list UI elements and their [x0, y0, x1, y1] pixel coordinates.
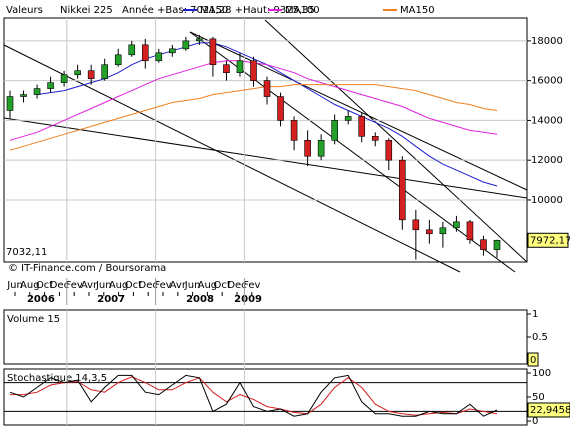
- candle-body: [250, 60, 257, 81]
- x-tick-label: Dec: [139, 280, 158, 291]
- y-tick-label: 0.5: [532, 332, 548, 343]
- candle-body: [33, 88, 41, 95]
- candle-body: [223, 64, 230, 73]
- candle-body: [60, 74, 68, 83]
- candle-body: [169, 48, 176, 54]
- last-close-box: [527, 232, 569, 248]
- stochastic-title: Stochastique 14,3,5: [7, 373, 107, 384]
- candle-body: [290, 120, 298, 141]
- y-tick-label: 50: [532, 392, 545, 403]
- candle-body: [182, 40, 190, 50]
- stochastic-last-box: [527, 402, 570, 418]
- trend-line: [189, 31, 528, 191]
- y-tick-label: 16000: [531, 76, 563, 87]
- candle-body: [412, 219, 420, 231]
- year-label: 2008: [186, 294, 214, 305]
- stochastic-d: [10, 376, 498, 416]
- volume-last-box: [527, 352, 539, 367]
- x-tick-label: Fev: [243, 280, 260, 291]
- y-tick-label: 18000: [531, 36, 563, 47]
- candle-body: [358, 116, 366, 137]
- candle-body: [47, 82, 54, 89]
- x-tick-label: Fev: [66, 280, 83, 291]
- year-label: 2006: [27, 294, 55, 305]
- trend-line: [264, 19, 528, 263]
- y-tick-label: 100: [532, 368, 551, 379]
- candle-body: [453, 221, 460, 229]
- volume-panel: [3, 309, 528, 365]
- candle-body: [155, 52, 163, 62]
- trend-lines: [3, 19, 528, 273]
- header-name: Nikkei 225: [60, 5, 113, 16]
- candle-body: [74, 70, 81, 75]
- legend-label: MA150: [400, 5, 435, 16]
- header-label: Valeurs: [6, 5, 43, 16]
- candle-body: [196, 38, 203, 42]
- candle-body: [128, 44, 136, 56]
- candle-body: [209, 38, 217, 66]
- x-tick-label: Aug: [109, 280, 129, 291]
- volume-last-label: 0: [530, 355, 536, 366]
- candle-body: [20, 94, 27, 97]
- x-tick-label: Dec: [227, 280, 246, 291]
- price-panel: [3, 17, 528, 263]
- x-tick-label: Dec: [50, 280, 69, 291]
- x-tick-label: Jun: [95, 280, 112, 291]
- x-tick-label: Oct: [214, 280, 231, 291]
- candle-body: [87, 70, 95, 79]
- x-tick-label: Jun: [184, 280, 201, 291]
- y-tick-label: 12000: [531, 155, 563, 166]
- candle-body: [263, 80, 271, 97]
- volume-title: Volume 15: [7, 314, 60, 325]
- legend-label: MA100: [285, 5, 320, 16]
- x-tick-label: Aug: [20, 280, 40, 291]
- low-label: 7032,11: [6, 247, 47, 258]
- candle-body: [439, 227, 447, 235]
- y-tick-label: 1: [532, 309, 538, 320]
- header-range: Année +Bas: 7021,28 +Haut: 9325,35: [122, 4, 315, 16]
- candle-body: [317, 139, 325, 157]
- ma-line: [9, 84, 498, 151]
- candle-body: [114, 54, 122, 66]
- last-close-label: 7972,17: [530, 235, 570, 246]
- candle-body: [385, 139, 393, 161]
- candle-body: [493, 239, 501, 250]
- candle-body: [344, 116, 352, 121]
- trend-line: [3, 44, 461, 273]
- candle-body: [277, 96, 284, 121]
- candle-body: [304, 139, 311, 157]
- x-tick-label: Aug: [198, 280, 218, 291]
- legend-label: MA50: [200, 5, 228, 16]
- y-tick-label: 0: [532, 416, 538, 427]
- y-tick-label: 10000: [531, 195, 563, 206]
- candle-body: [371, 136, 379, 141]
- stochastic-last-label: 22,9458: [530, 405, 570, 416]
- trend-line: [3, 117, 528, 199]
- y-tick-label: 14000: [531, 115, 563, 126]
- x-tick-label: Oct: [125, 280, 142, 291]
- year-label: 2009: [234, 294, 262, 305]
- x-tick-label: Oct: [36, 280, 53, 291]
- x-tick-label: Avr: [170, 280, 187, 291]
- year-label: 2007: [97, 294, 125, 305]
- candle-body: [466, 221, 474, 241]
- stochastic-panel: [3, 368, 528, 426]
- candle-body: [426, 229, 433, 235]
- x-tick-label: Fev: [154, 280, 171, 291]
- candle-body: [331, 120, 338, 141]
- candle-body: [141, 44, 149, 62]
- candle-body: [399, 159, 406, 221]
- candle-body: [480, 239, 487, 250]
- source: © IT-Finance.com / Boursorama: [8, 263, 166, 274]
- candle-body: [236, 60, 244, 73]
- x-tick-label: Jun: [6, 280, 23, 291]
- stochastic-k: [9, 374, 498, 417]
- candle-body: [6, 96, 14, 111]
- candle-body: [101, 64, 108, 79]
- x-tick-label: Avr: [81, 280, 98, 291]
